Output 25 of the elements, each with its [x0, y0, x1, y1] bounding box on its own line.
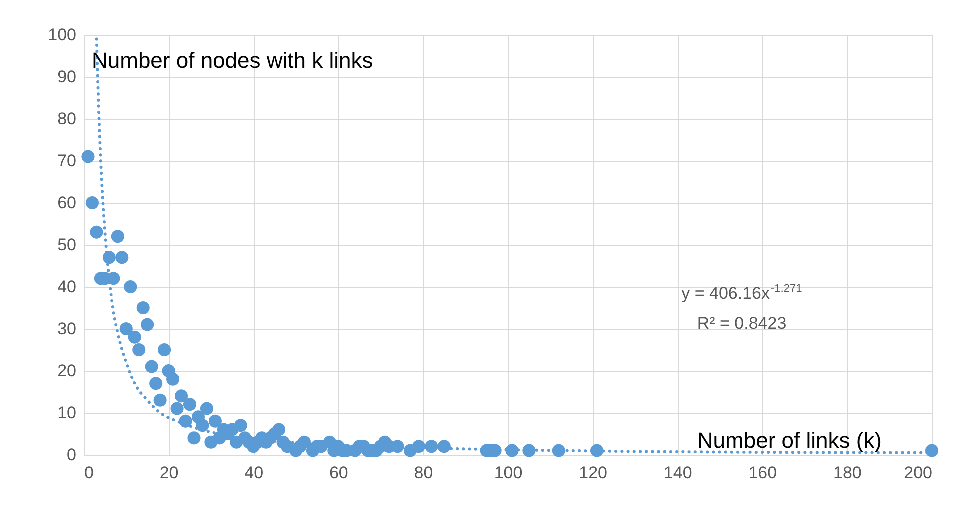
- x-tick-label: 0: [84, 464, 94, 482]
- x-tick-label: 80: [414, 464, 434, 482]
- y-tick-label: 50: [58, 236, 76, 254]
- y-tick-label: 100: [48, 26, 76, 44]
- x-tick-label: 180: [834, 464, 862, 482]
- y-tick-label: 0: [67, 446, 76, 464]
- annotation: R² = 0.8423: [697, 314, 787, 333]
- y-tick-label: 80: [58, 110, 76, 128]
- x-tick-label: 40: [244, 464, 264, 482]
- x-tick-label: 100: [494, 464, 523, 482]
- x-axis-title: Number of links (k): [697, 428, 882, 453]
- y-tick-label: 30: [58, 320, 76, 338]
- x-tick-label: 140: [664, 464, 692, 482]
- x-tick-label: 200: [904, 464, 932, 482]
- y-tick-label: 10: [58, 404, 76, 422]
- x-tick-label: 20: [160, 464, 179, 482]
- y-tick-label: 40: [58, 278, 76, 296]
- y-tick-label: 20: [58, 362, 76, 380]
- x-tick-label: 60: [329, 464, 348, 482]
- y-tick-label: 70: [58, 152, 76, 170]
- y-axis-title: Number of nodes with k links: [92, 48, 374, 73]
- y-tick-label: 60: [58, 194, 76, 212]
- x-tick-label: 120: [579, 464, 608, 482]
- y-tick-label: 90: [58, 68, 76, 86]
- x-tick-label: 160: [748, 464, 778, 482]
